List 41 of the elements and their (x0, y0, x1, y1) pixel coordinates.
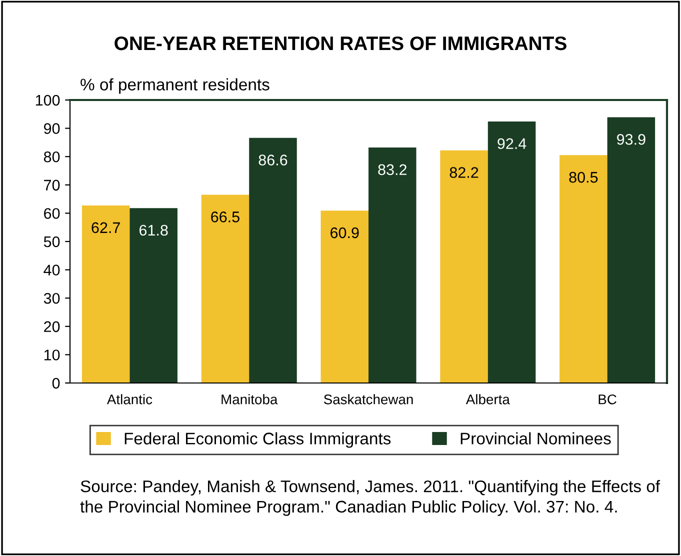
legend-label: Federal Economic Class Immigrants (124, 432, 391, 448)
y-tick-label: 40 (44, 264, 60, 276)
x-tick-label: BC (598, 394, 616, 404)
y-tick-label: 60 (44, 208, 60, 219)
source-note: Source: Pandey, Manish & Townsend, James. 2011. "Quantifying the Effects of the Provincial Nominee Program." Canadian Public Policy. Vol. 37: No. 4. (80, 480, 660, 516)
data-label: 60.9 (330, 227, 359, 238)
data-label: 83.2 (378, 164, 406, 176)
bar (368, 148, 416, 383)
y-tick-label: 0 (52, 378, 60, 389)
bar (488, 122, 536, 383)
x-tick-label: Atlantic (106, 394, 152, 404)
data-label: 93.9 (617, 134, 646, 145)
data-label: 62.7 (92, 222, 120, 234)
y-tick-label: 90 (44, 123, 60, 134)
x-tick-label: Saskatchewan (324, 394, 413, 404)
y-tick-label: 20 (44, 321, 60, 332)
bar (249, 138, 297, 383)
bar (607, 117, 656, 383)
y-tick-label: 100 (36, 94, 60, 106)
legend-label: Provincial Nominees (460, 432, 611, 444)
y-tick-label: 50 (44, 236, 60, 248)
x-tick-label: Alberta (466, 394, 510, 404)
x-tick-label: Manitoba (222, 394, 278, 404)
bar (320, 210, 368, 383)
bar (560, 155, 608, 383)
data-label: 61.8 (139, 224, 168, 236)
y-tick-label: 70 (44, 180, 60, 191)
data-label: 92.4 (498, 138, 526, 150)
chart-title: ONE-YEAR RETENTION RATES OF IMMIGRANTS (114, 36, 566, 50)
data-label: 82.2 (450, 167, 478, 178)
data-label: 86.6 (258, 154, 288, 166)
y-tick-label: 10 (44, 350, 60, 360)
bar (130, 208, 178, 383)
bar (440, 150, 488, 383)
data-label: 80.5 (569, 172, 598, 183)
data-label: 66.5 (211, 212, 240, 222)
y-tick-label: 80 (44, 151, 60, 162)
y-axis-title: % of permanent residents (80, 78, 270, 94)
bar (82, 206, 130, 383)
y-tick-label: 30 (44, 292, 60, 304)
bar (201, 194, 250, 383)
